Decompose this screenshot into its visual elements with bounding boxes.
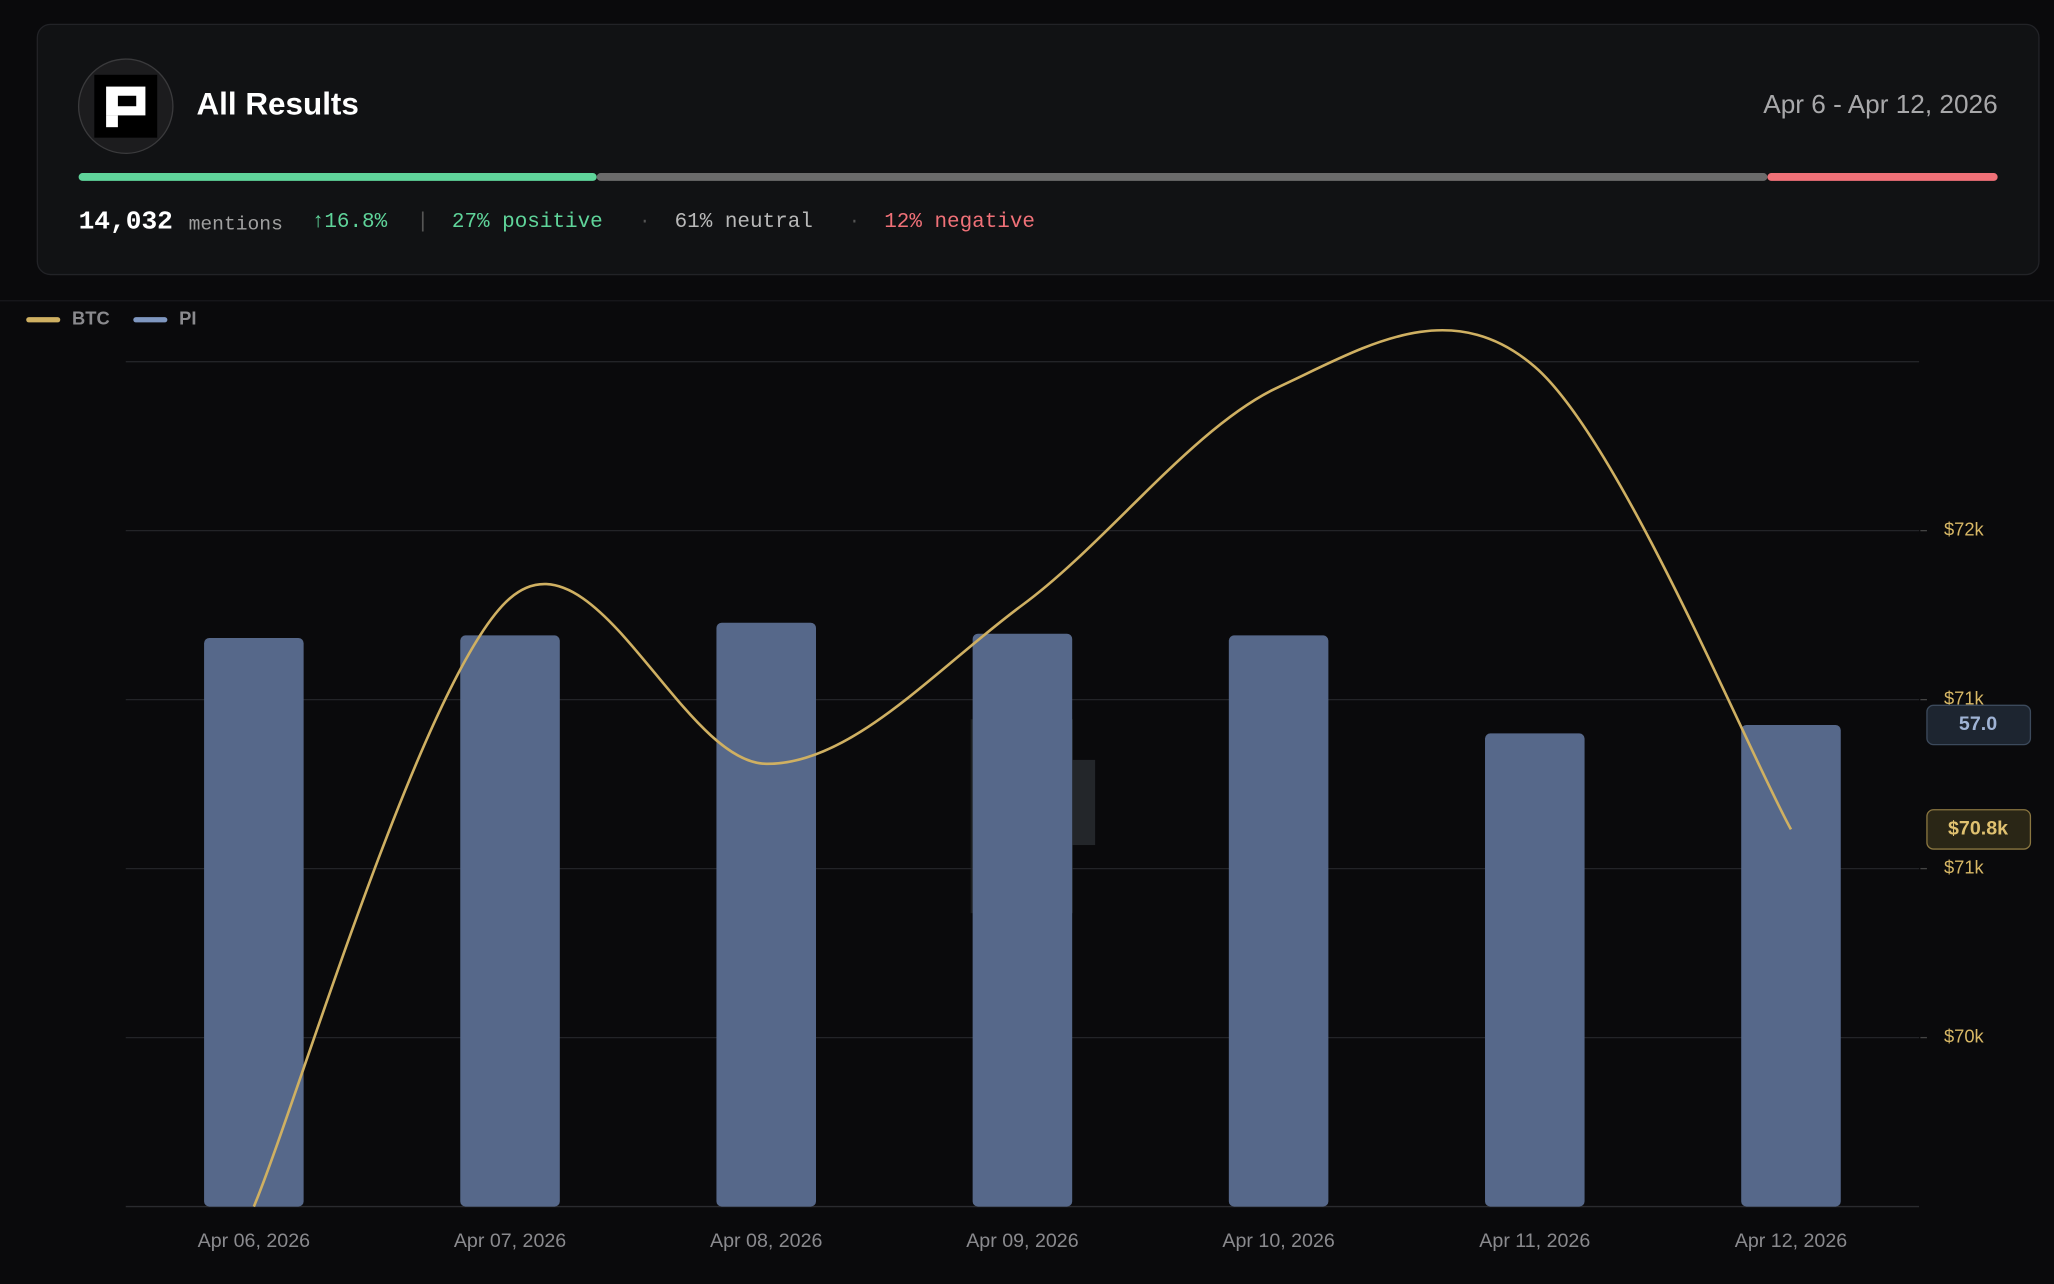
bar [716, 622, 817, 1207]
mentions-count: 14,032 [79, 206, 173, 236]
dot: · [639, 211, 650, 232]
header-card [36, 23, 2040, 276]
bar [204, 637, 304, 1207]
legend-label: BTC [72, 308, 110, 329]
bar [972, 633, 1073, 1207]
sentiment-segment [78, 173, 597, 181]
y2-tick-label: $72k [1944, 518, 1985, 539]
value-tag-label: $70.8k [1948, 818, 2008, 840]
value-tag [1926, 704, 2032, 746]
x-tick-label: Apr 10, 2026 [1222, 1230, 1334, 1252]
bar [1741, 724, 1841, 1207]
value-tag-label: 57.0 [1959, 713, 1997, 735]
dot: · [849, 211, 860, 232]
y2-tick-label: $71k [1944, 687, 1985, 708]
logo [94, 74, 158, 138]
bar [460, 635, 560, 1207]
sentiment-label: 61% neutral [675, 211, 813, 234]
value-tag [1926, 809, 2032, 850]
sentiment-segment [596, 173, 1768, 181]
x-tick-label: Apr 09, 2026 [966, 1230, 1078, 1252]
mentions-unit: mentions [189, 213, 283, 235]
bar [1485, 733, 1585, 1207]
y2-tick-label: $71k [1944, 856, 1985, 877]
sentiment-label: 12% negative [884, 211, 1035, 234]
x-tick-label: Apr 06, 2026 [198, 1230, 310, 1252]
y2-tick-label: $70k [1944, 1025, 1985, 1046]
divider: | [417, 211, 430, 234]
x-tick-label: Apr 12, 2026 [1735, 1230, 1847, 1252]
line [252, 329, 1793, 1208]
x-tick-label: Apr 08, 2026 [710, 1230, 822, 1252]
sentiment-label: 27% positive [452, 211, 603, 234]
x-tick-label: Apr 11, 2026 [1479, 1230, 1590, 1252]
legend-label: PI [179, 308, 196, 329]
x-tick-label: Apr 07, 2026 [454, 1230, 566, 1252]
bar [1228, 635, 1329, 1207]
change: ↑16.8% [312, 211, 388, 234]
date-range: Apr 6 - Apr 12, 2026 [1763, 89, 1997, 119]
sentiment-segment [1767, 173, 1998, 181]
title: All Results [196, 87, 358, 122]
